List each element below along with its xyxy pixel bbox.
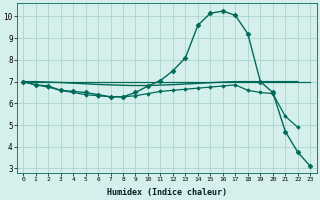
- X-axis label: Humidex (Indice chaleur): Humidex (Indice chaleur): [107, 188, 227, 197]
